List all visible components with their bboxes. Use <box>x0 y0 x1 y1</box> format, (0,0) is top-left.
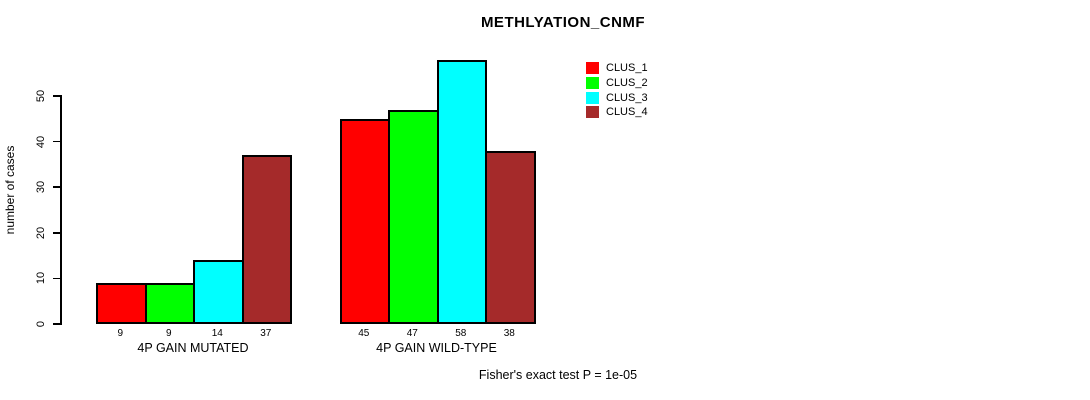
footer-annotation: Fisher's exact test P = 1e-05 <box>478 368 638 382</box>
y-tick-label: 0 <box>35 320 47 328</box>
y-tick-mark <box>53 232 60 234</box>
y-tick-label: 20 <box>35 226 47 239</box>
bar-clus_3-2 <box>436 59 487 324</box>
bar-clus_3-1 <box>193 260 244 324</box>
bar-value-label: 47 <box>406 328 418 339</box>
bar-clus_1-2 <box>339 118 390 324</box>
bar-clus_1-1 <box>96 282 147 324</box>
legend: CLUS_1 CLUS_2 CLUS_3 CLUS_4 <box>586 61 648 120</box>
y-tick-label: 30 <box>35 181 47 194</box>
bar-value-label: 9 <box>117 328 124 339</box>
legend-swatch-clus_4 <box>586 106 599 119</box>
bar-value-label: 37 <box>260 328 272 339</box>
category-label: 4P GAIN MUTATED <box>137 341 249 355</box>
legend-label: CLUS_4 <box>606 106 648 119</box>
category-label: 4P GAIN WILD-TYPE <box>376 341 497 355</box>
bar-value-label: 9 <box>165 328 172 339</box>
bar-clus_4-1 <box>241 155 292 324</box>
y-tick-mark <box>53 277 60 280</box>
y-tick-label: 10 <box>35 272 47 285</box>
y-tick-mark <box>53 186 60 188</box>
legend-label: CLUS_3 <box>606 91 648 104</box>
legend-label: CLUS_2 <box>606 77 648 90</box>
legend-swatch-clus_2 <box>586 77 599 90</box>
bar-value-label: 45 <box>358 328 370 339</box>
legend-swatch-clus_1 <box>586 62 599 75</box>
y-tick-mark <box>53 95 60 97</box>
y-axis-label: number of cases <box>3 145 17 235</box>
y-tick-label: 50 <box>35 89 47 103</box>
y-tick-label: 40 <box>35 135 47 148</box>
legend-swatch-clus_3 <box>586 91 599 104</box>
bar-value-label: 58 <box>455 328 467 339</box>
chart-title: METHLYATION_CNMF <box>480 14 646 31</box>
y-tick-mark <box>53 323 60 325</box>
bar-value-label: 38 <box>503 328 515 339</box>
bar-clus_4-2 <box>485 150 536 324</box>
legend-row: CLUS_3 <box>586 90 648 105</box>
legend-row: CLUS_2 <box>586 76 648 91</box>
bar-value-label: 14 <box>211 328 223 339</box>
bar-clus_2-2 <box>388 109 439 324</box>
legend-row: CLUS_4 <box>586 105 648 120</box>
legend-label: CLUS_1 <box>606 62 648 75</box>
y-tick-mark <box>53 140 60 143</box>
y-axis-line <box>60 95 62 325</box>
legend-row: CLUS_1 <box>586 61 648 76</box>
bar-clus_2-1 <box>144 282 195 324</box>
